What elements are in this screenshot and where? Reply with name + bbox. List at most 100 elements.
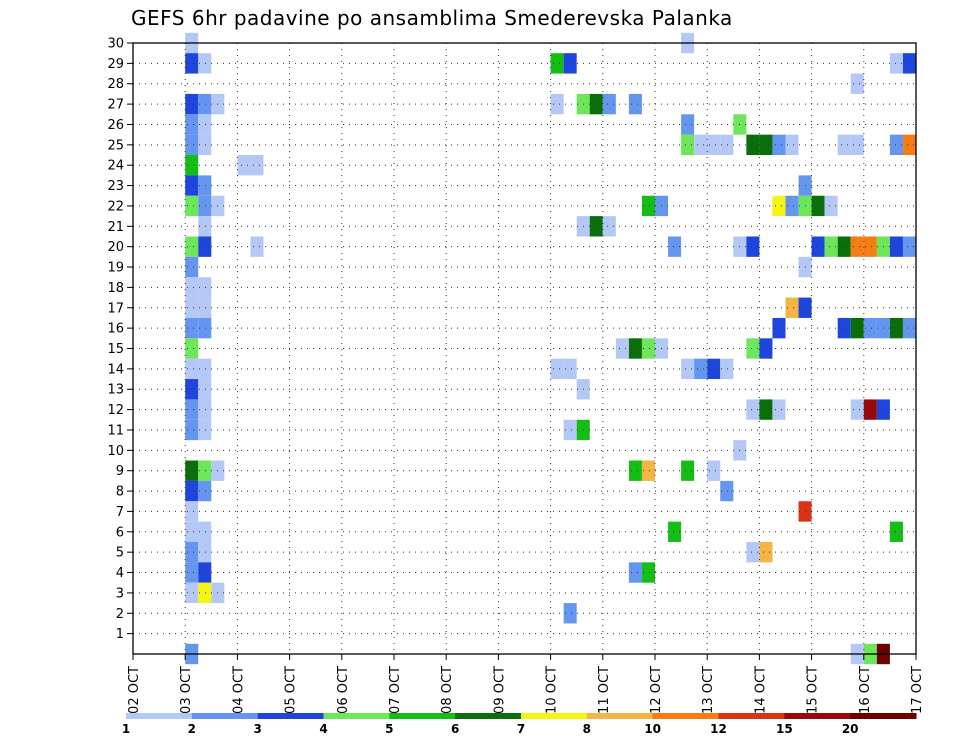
- precip-cell: [563, 358, 577, 380]
- precip-cell: [850, 134, 864, 156]
- precip-cell: [185, 256, 199, 278]
- precip-cell: [681, 460, 695, 481]
- y-tick-label: 16: [107, 322, 124, 337]
- precip-cell: [589, 93, 603, 115]
- colorbar-swatch: [521, 713, 588, 719]
- colorbar-label: 15: [776, 722, 793, 736]
- colorbar-swatch: [784, 713, 851, 719]
- precip-cell: [811, 195, 825, 217]
- colorbar-swatch: [455, 713, 522, 719]
- precip-cell: [694, 358, 708, 380]
- precip-cell: [185, 175, 199, 196]
- precip-cell: [185, 195, 199, 217]
- colorbar-swatch: [652, 713, 719, 719]
- precip-cell: [550, 53, 564, 74]
- precip-cell: [198, 379, 212, 400]
- precip-cell: [759, 541, 773, 563]
- precip-cell: [811, 236, 825, 257]
- precip-cell: [863, 317, 877, 339]
- precip-cell: [863, 236, 877, 257]
- precip-cell: [563, 419, 577, 441]
- colorbar-label: 12: [710, 722, 727, 736]
- precip-cell: [759, 399, 773, 420]
- colorbar-swatch: [191, 713, 259, 719]
- precip-cell: [185, 521, 199, 542]
- precip-cell: [198, 53, 212, 74]
- precip-cell: [185, 358, 199, 380]
- precip-cell: [772, 134, 786, 156]
- x-tick-label: 05 OCT: [284, 666, 299, 714]
- x-tick-label: 02 OCT: [127, 666, 142, 714]
- precip-cell: [250, 236, 264, 257]
- y-tick-label: 23: [107, 179, 124, 194]
- colorbar-label: 3: [253, 722, 261, 736]
- y-tick-label: 26: [107, 118, 124, 133]
- precip-cell: [772, 317, 786, 339]
- y-tick-label: 9: [116, 464, 124, 479]
- colorbar-label: 1: [122, 722, 130, 736]
- y-tick-label: 2: [116, 607, 124, 622]
- colorbar-label: 10: [644, 722, 661, 736]
- precip-cell: [198, 216, 212, 237]
- precip-cell: [759, 338, 773, 359]
- y-tick-label: 29: [107, 57, 124, 72]
- colorbar-swatch: [257, 713, 324, 719]
- x-tick-label: 09 OCT: [492, 666, 507, 714]
- y-tick-label: 10: [107, 444, 124, 459]
- precip-cell: [185, 114, 199, 135]
- y-tick-label: 19: [107, 261, 124, 276]
- precip-cell: [889, 236, 903, 257]
- precip-cell: [198, 93, 212, 115]
- precip-cell: [602, 93, 616, 115]
- y-tick-label: 22: [107, 199, 124, 214]
- colorbar-label: 2: [188, 722, 196, 736]
- x-tick-label: 13 OCT: [701, 666, 716, 714]
- y-tick-label: 1: [116, 627, 124, 642]
- precip-cell: [198, 114, 212, 135]
- colorbar-label: 5: [385, 722, 393, 736]
- x-tick-label: 07 OCT: [388, 666, 403, 714]
- precip-cell: [641, 460, 655, 481]
- precip-cell: [198, 358, 212, 380]
- precip-cell: [746, 134, 760, 156]
- y-tick-label: 5: [116, 546, 124, 561]
- precip-cell: [628, 338, 642, 359]
- precip-cell: [198, 195, 212, 217]
- y-tick-label: 6: [116, 525, 124, 540]
- y-tick-label: 25: [107, 138, 124, 153]
- y-tick-label: 24: [107, 159, 124, 174]
- precip-cell: [785, 195, 799, 217]
- precip-cell: [772, 399, 786, 420]
- precip-cell: [198, 460, 212, 481]
- precip-cell: [185, 134, 199, 156]
- precip-cell: [720, 134, 734, 156]
- precip-cell: [185, 338, 199, 359]
- precip-cell: [837, 317, 851, 339]
- y-tick-label: 11: [107, 423, 124, 438]
- x-tick-label: 06 OCT: [336, 666, 351, 714]
- precip-cell: [720, 358, 734, 380]
- precip-cell: [707, 460, 721, 481]
- precip-cell: [837, 134, 851, 156]
- precip-cell: [563, 603, 577, 624]
- colorbar-swatch: [389, 713, 456, 719]
- precip-cell: [902, 134, 916, 156]
- colorbar-swatch: [718, 713, 785, 719]
- precip-cell: [668, 521, 682, 542]
- precip-cell: [628, 562, 642, 583]
- precip-cell: [694, 134, 708, 156]
- precip-cell: [602, 216, 616, 237]
- x-tick-label: 08 OCT: [440, 666, 455, 714]
- y-tick-label: 7: [116, 505, 124, 520]
- precip-cell: [589, 216, 603, 237]
- precip-cell: [785, 297, 799, 318]
- precip-cell: [889, 53, 903, 74]
- precip-cell: [185, 297, 199, 318]
- colorbar-label: 4: [319, 722, 327, 736]
- precip-cell: [198, 480, 212, 502]
- precip-cell: [902, 53, 916, 74]
- precip-cell: [198, 582, 212, 604]
- precip-cell: [641, 338, 655, 359]
- precip-cell: [681, 114, 695, 135]
